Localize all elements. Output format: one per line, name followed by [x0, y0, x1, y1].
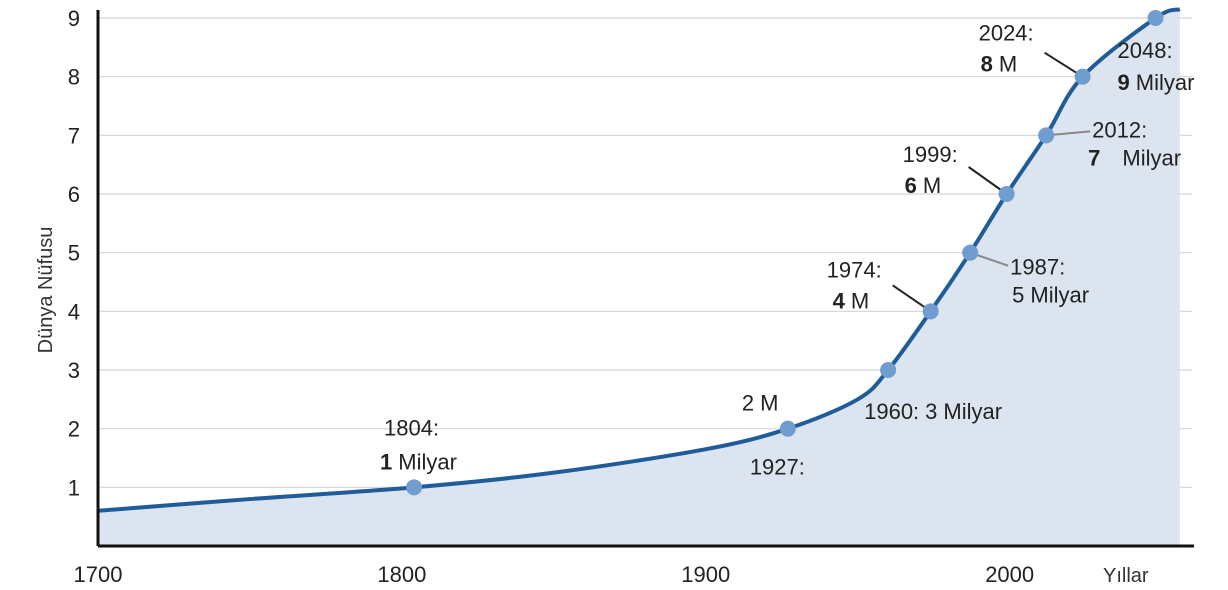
x-tick-label-1800: 1800: [377, 562, 426, 587]
x-tick-label-1700: 1700: [74, 562, 123, 587]
annotation-unit-2048: Milyar: [1136, 70, 1195, 95]
milestone-marker-2024: [1074, 68, 1091, 85]
milestone-marker-2012: [1038, 127, 1055, 144]
annotation-valueline-2048: 9 Milyar: [1118, 70, 1195, 95]
y-tick-label-8: 8: [68, 65, 80, 90]
annotation-valueline-1804: 1 Milyar: [380, 449, 457, 474]
milestone-marker-1927: [779, 420, 796, 437]
x-axis-title: Yıllar: [1103, 565, 1149, 587]
annotation-unit-1974: M: [851, 288, 869, 313]
annotation-value-1927: 2: [742, 391, 754, 416]
annotation-unit-1960: Milyar: [943, 399, 1002, 424]
annotation-value-1804: 1: [380, 449, 392, 474]
milestone-marker-1974: [922, 303, 939, 320]
population-line: [97, 7, 1181, 513]
y-tick-label-1: 1: [68, 475, 80, 500]
annotation-year-2048: 2048:: [1118, 38, 1173, 63]
annotation-year-1804: 1804:: [384, 415, 439, 440]
annotation-year-2012: 2012:: [1092, 117, 1147, 142]
annotation-unit-1927: M: [760, 391, 778, 416]
axes: [96, 10, 1194, 548]
annotation-year-1987: 1987:: [1010, 255, 1065, 280]
annotation-unit-1987: Milyar: [1030, 283, 1089, 308]
annotation-unit-1804: Milyar: [398, 449, 457, 474]
milestone-marker-2048: [1147, 10, 1164, 26]
x-tick-label-1900: 1900: [681, 562, 730, 587]
milestone-marker-1987: [962, 244, 979, 261]
annotation-unit-2024: M: [999, 52, 1017, 77]
annotation-value-1999: 6: [905, 173, 917, 198]
y-axis-title: Dünya Nüfusu: [35, 227, 57, 354]
population-area: [98, 9, 1180, 546]
annotation-valueline-2012: 7 Milyar: [1088, 145, 1181, 170]
x-tick-label-2000: 2000: [985, 562, 1034, 587]
annotation-year-1960: 1960:: [864, 399, 919, 424]
annotation-value-2048: 9: [1118, 70, 1130, 95]
milestone-markers: [406, 10, 1164, 496]
annotation-unit-2012: Milyar: [1122, 145, 1181, 170]
annotation-value-2012: 7: [1088, 145, 1100, 170]
milestone-marker-1960: [880, 362, 897, 378]
annotation-year-1974: 1974:: [827, 257, 882, 282]
milestone-marker-1804: [406, 479, 423, 496]
annotation-valueline-1987: 5 Milyar: [1012, 283, 1089, 308]
x-tick-labels: 1700 1800 1900 2000: [74, 562, 1035, 587]
y-tick-label-3: 3: [68, 358, 80, 383]
annotation-year-1999: 1999:: [903, 142, 958, 167]
annotation-year-1927: 1927:: [750, 455, 805, 480]
y-tick-label-4: 4: [68, 299, 80, 324]
annotation-value-1987: 5: [1012, 283, 1024, 308]
annotation-value-1960: 3: [925, 399, 937, 424]
annotation-unit-1999: M: [923, 173, 941, 198]
annotation-value-2024: 8: [981, 52, 993, 77]
annotation-1960: 1960: 3 Milyar: [864, 399, 1002, 424]
y-tick-label-9: 9: [68, 6, 80, 31]
milestone-marker-1999: [998, 186, 1015, 202]
grid-lines: [98, 17, 1192, 488]
y-tick-label-6: 6: [68, 182, 80, 207]
annotation-year-2024: 2024:: [979, 21, 1034, 46]
annotation-value-1974: 4: [833, 288, 846, 313]
y-tick-label-2: 2: [68, 417, 80, 442]
y-tick-label-5: 5: [68, 241, 80, 266]
y-tick-labels: 1 2 3 4 5 6 7 8 9: [68, 6, 80, 500]
y-tick-label-7: 7: [68, 123, 80, 148]
